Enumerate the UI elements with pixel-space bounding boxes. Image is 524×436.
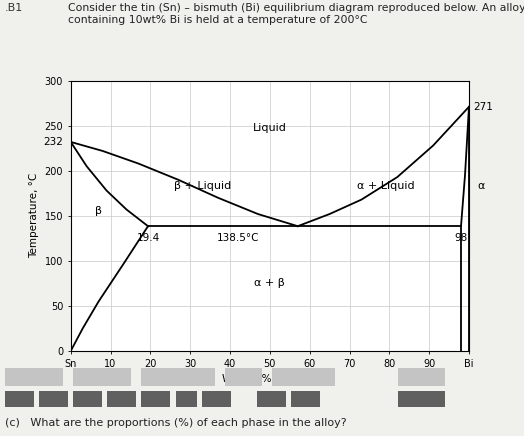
Bar bbox=[225, 368, 262, 386]
Bar bbox=[202, 391, 231, 407]
Text: α: α bbox=[477, 181, 484, 191]
Text: 271: 271 bbox=[473, 102, 493, 112]
Text: α + Liquid: α + Liquid bbox=[356, 181, 414, 191]
Bar bbox=[5, 391, 34, 407]
Bar bbox=[257, 391, 286, 407]
Bar bbox=[107, 391, 136, 407]
Bar bbox=[141, 368, 215, 386]
Text: .B1: .B1 bbox=[5, 3, 24, 14]
Text: 232: 232 bbox=[43, 137, 63, 147]
Text: β + Liquid: β + Liquid bbox=[173, 181, 231, 191]
X-axis label: Weight % Bismuth: Weight % Bismuth bbox=[222, 374, 318, 384]
Text: (c)   What are the proportions (%) of each phase in the alloy?: (c) What are the proportions (%) of each… bbox=[5, 418, 347, 428]
Text: 98: 98 bbox=[454, 233, 467, 243]
Text: 19.4: 19.4 bbox=[136, 233, 160, 243]
Bar bbox=[39, 391, 68, 407]
Text: Liquid: Liquid bbox=[253, 123, 287, 133]
Bar bbox=[272, 368, 335, 386]
Bar bbox=[398, 391, 445, 407]
Bar bbox=[5, 368, 63, 386]
Text: Consider the tin (Sn) – bismuth (Bi) equilibrium diagram reproduced below. An al: Consider the tin (Sn) – bismuth (Bi) equ… bbox=[68, 3, 524, 25]
Bar bbox=[73, 391, 102, 407]
Bar bbox=[176, 391, 196, 407]
Text: β: β bbox=[95, 206, 102, 216]
Text: α + β: α + β bbox=[255, 279, 285, 288]
Bar bbox=[73, 368, 131, 386]
Text: 138.5°C: 138.5°C bbox=[217, 233, 259, 243]
Bar bbox=[398, 368, 445, 386]
Y-axis label: Temperature, °C: Temperature, °C bbox=[29, 173, 39, 259]
Bar bbox=[291, 391, 320, 407]
Bar bbox=[141, 391, 170, 407]
